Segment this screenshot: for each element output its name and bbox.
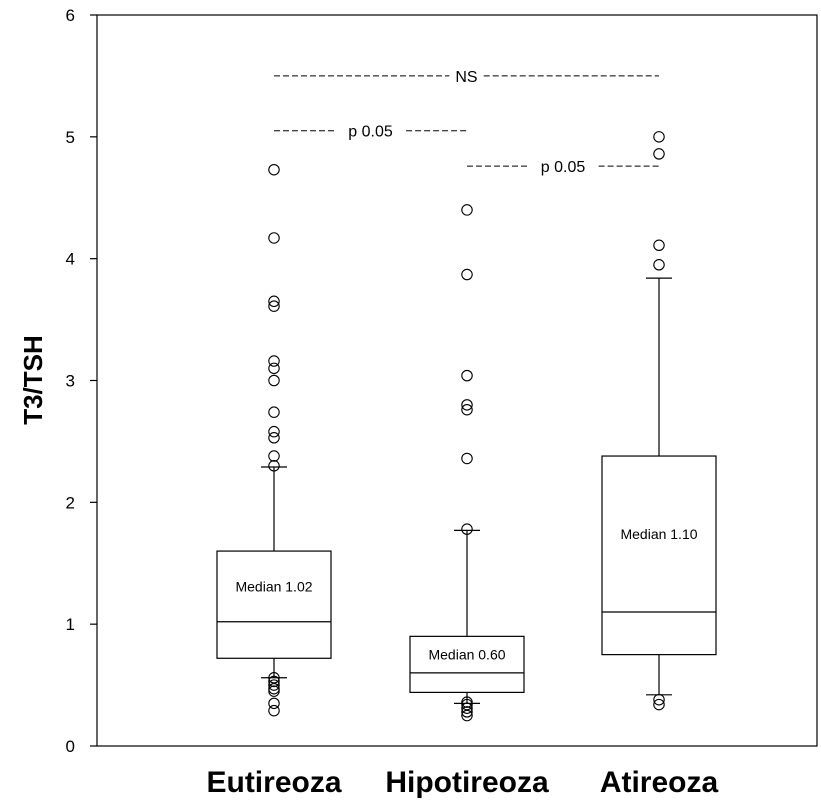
outlier-point: [461, 702, 473, 714]
outlier-point: [461, 399, 473, 411]
outlier-point: [461, 709, 473, 722]
outlier-point: [268, 697, 280, 710]
outlier-point: [653, 698, 665, 711]
y-tick-label: 3: [66, 372, 75, 391]
significance-bracket: p 0.05: [274, 124, 467, 141]
outlier-point: [268, 355, 280, 367]
outlier-point: [268, 295, 280, 308]
x-category-label: Hipotireoza: [385, 766, 549, 799]
outlier-point: [268, 425, 280, 438]
outlier-point: [461, 523, 473, 535]
outlier-point: [268, 406, 280, 418]
box-group: Median 1.10: [601, 131, 717, 711]
box-iqr: [409, 635, 525, 693]
box-group: Median 0.60: [409, 204, 525, 722]
y-tick-label: 6: [66, 6, 75, 25]
box-group: Median 1.02: [216, 163, 332, 717]
y-tick-label: 0: [66, 737, 75, 756]
significance-label: p 0.05: [541, 159, 586, 176]
outlier-point: [268, 672, 280, 684]
outlier-point: [268, 704, 280, 717]
significance-label: NS: [455, 69, 477, 86]
x-category-label: Atireoza: [600, 766, 719, 799]
y-tick-label: 1: [66, 615, 75, 634]
y-tick-label: 2: [66, 493, 75, 512]
median-label: Median 0.60: [428, 647, 505, 663]
y-axis-title: T3/TSH: [18, 335, 48, 425]
outlier-point: [461, 452, 473, 465]
outlier-point: [268, 685, 280, 697]
box-iqr: [216, 550, 332, 659]
outlier-point: [461, 403, 473, 416]
outlier-point: [653, 148, 665, 160]
outlier-point: [268, 300, 280, 312]
outlier-point: [653, 259, 665, 271]
outlier-point: [653, 239, 665, 252]
outlier-point: [268, 374, 280, 387]
significance-bracket: NS: [274, 69, 659, 86]
x-category-label: Eutireoza: [206, 766, 341, 799]
boxes: Median 1.02 Median 0.60 Median 1.10: [216, 131, 717, 722]
outlier-point: [268, 432, 280, 444]
outlier-point: [461, 698, 473, 711]
outlier-point: [268, 163, 280, 176]
median-label: Median 1.02: [235, 578, 312, 594]
outlier-point: [461, 369, 473, 382]
box-iqr: [601, 455, 717, 656]
outlier-point: [653, 131, 665, 143]
axes: 0 1 2 3 4 5 6 Eutireoza Hipotireoza Atireoza: [66, 6, 818, 799]
outlier-point: [268, 675, 280, 688]
outlier-point: [268, 232, 280, 244]
outlier-point: [461, 268, 473, 281]
significance-label: p 0.05: [348, 124, 393, 141]
outlier-point: [653, 693, 665, 706]
significance-annotations: NS p 0.05 p 0.05: [274, 69, 659, 176]
median-label: Median 1.10: [620, 526, 697, 542]
y-tick-label: 5: [66, 128, 75, 147]
outlier-point: [268, 450, 280, 462]
outlier-point: [268, 460, 280, 472]
significance-bracket: p 0.05: [467, 159, 659, 176]
outlier-point: [268, 679, 280, 691]
outlier-point: [268, 362, 280, 375]
outlier-point: [461, 706, 473, 718]
y-tick-label: 4: [66, 250, 75, 269]
outlier-point: [461, 204, 473, 216]
